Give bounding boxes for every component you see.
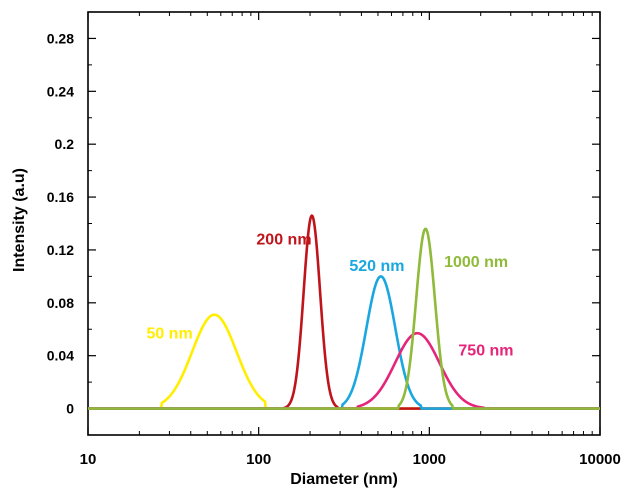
annotations: 50 nm 200 nm 520 nm 1000 nm 750 nm xyxy=(146,232,513,360)
x-tick-label: 10 xyxy=(80,451,97,468)
series-line-750-nm xyxy=(87,331,601,410)
x-tick-label: 100 xyxy=(246,451,271,468)
y-tick-label: 0.12 xyxy=(47,242,74,258)
y-axis-label: Intensity (a.u) xyxy=(11,168,28,272)
series-annotation: 750 nm xyxy=(458,343,513,360)
y-tick-label: 0.2 xyxy=(55,136,75,152)
y-tick-label: 0.28 xyxy=(47,30,74,46)
y-tick-label: 0.16 xyxy=(47,189,74,205)
plot-frame xyxy=(87,11,601,436)
axis-ticks: 10 100 1000 10000 0 0.04 0.08 0.12 0.16 0.2 0.24 0.… xyxy=(47,12,621,468)
series-annotation: 200 nm xyxy=(256,232,311,249)
series-annotation: 1000 nm xyxy=(444,254,508,271)
y-tick-label: 0.04 xyxy=(47,348,74,364)
series-lines xyxy=(87,214,601,410)
series-line-200-nm xyxy=(87,214,601,410)
y-tick-label: 0 xyxy=(66,401,74,417)
x-tick-label: 10000 xyxy=(579,451,621,468)
series-annotation: 50 nm xyxy=(146,326,192,343)
x-tick-label: 1000 xyxy=(413,451,446,468)
series-line-1000-nm xyxy=(87,227,601,410)
x-axis-label: Diameter (nm) xyxy=(290,471,398,488)
y-tick-label: 0.24 xyxy=(47,83,74,99)
y-tick-label: 0.08 xyxy=(47,295,74,311)
series-annotation: 520 nm xyxy=(349,258,404,275)
plot-area-frame xyxy=(87,11,601,436)
